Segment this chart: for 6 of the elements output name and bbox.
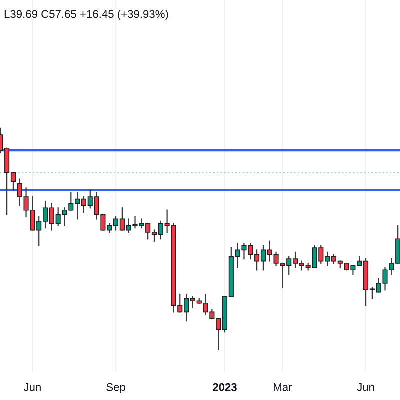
text: L39.69 C57.65 +16.45 (+39.93%): [4, 10, 168, 20]
x-tick-label: Mar: [274, 384, 292, 392]
x-tick-label: 2023: [213, 383, 237, 392]
x-tick-label: Jun: [357, 384, 374, 392]
x-tick-label: Jun: [24, 384, 41, 392]
x-tick-label: Sep: [106, 383, 126, 394]
